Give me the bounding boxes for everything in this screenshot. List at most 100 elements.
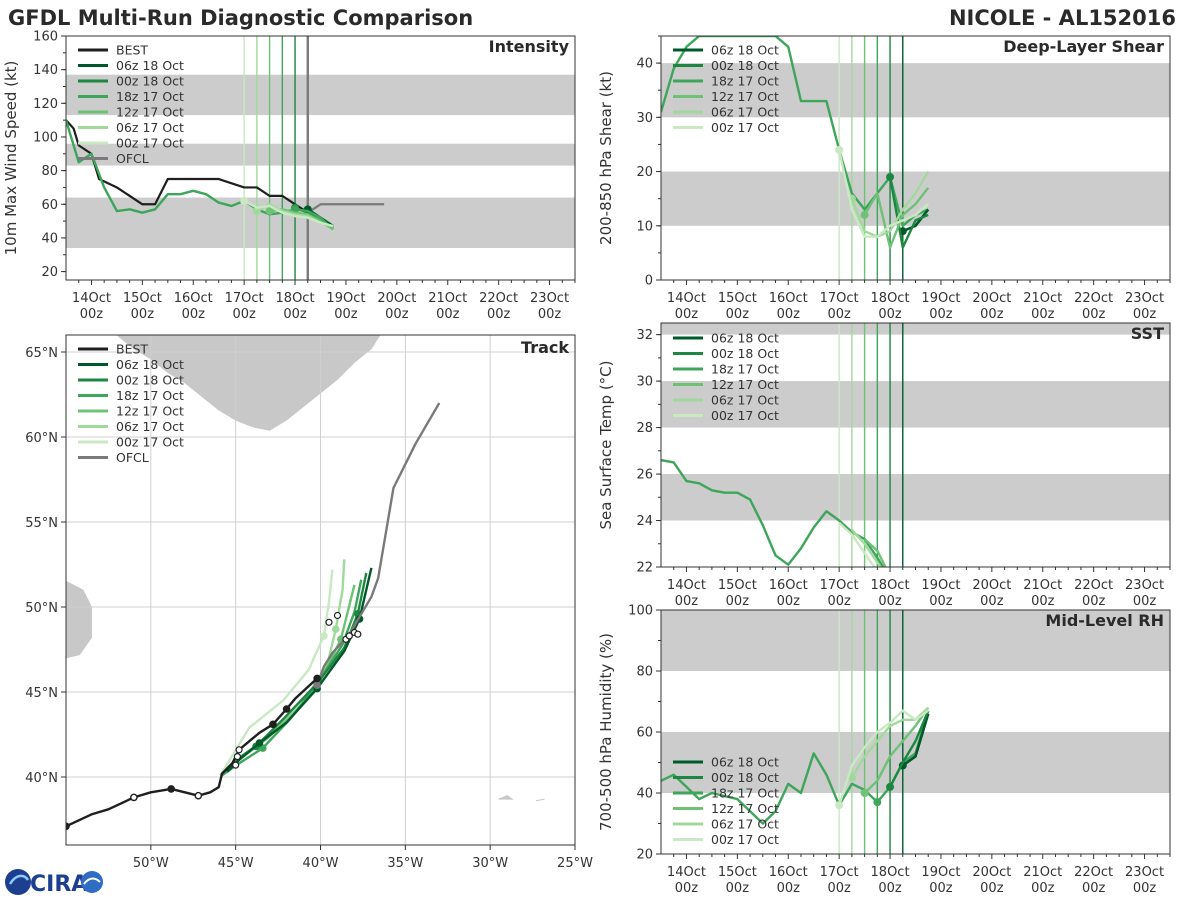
x-tick-label: 21Oct <box>428 291 467 306</box>
y-tick-label: 100 <box>628 604 653 619</box>
y-tick-label: 120 <box>33 97 58 112</box>
x-tick-label: 00z <box>827 881 851 896</box>
x-tick-label: 00z <box>777 881 801 896</box>
x-tick-label: 00z <box>1082 307 1106 322</box>
x-tick-label: 00z <box>777 594 801 609</box>
sst-plot-area <box>661 323 1170 567</box>
y-tick-label: 20 <box>636 848 653 863</box>
x-tick-label: 00z <box>1031 881 1055 896</box>
legend-label: 00z 17 Oct <box>711 120 779 135</box>
series-line <box>838 709 929 806</box>
y-axis-label: 200-850 hPa Shear (kt) <box>597 71 615 245</box>
panel-title: SST <box>1131 324 1164 343</box>
x-tick-label: 25°W <box>557 856 593 871</box>
legend-label: BEST <box>116 342 148 357</box>
x-tick-label: 19Oct <box>921 578 960 593</box>
x-tick-label: 00z <box>131 307 155 322</box>
shear-panel: 01020304014Oct00z15Oct00z16Oct00z17Oct00… <box>597 35 1171 322</box>
x-tick-label: 15Oct <box>718 291 757 306</box>
track-open-marker <box>232 761 240 769</box>
series-line <box>888 710 930 788</box>
x-tick-label: 00z <box>1082 594 1106 609</box>
x-tick-label: 22Oct <box>479 291 518 306</box>
x-tick-label: 00z <box>726 881 750 896</box>
x-tick-label: 14Oct <box>667 865 706 880</box>
track-panel: 50°W 45°W 40°W 35°W 30°W 25°W 40°N 45°N 50°N 55°N… <box>25 334 593 871</box>
x-tick-label: 00z <box>232 307 256 322</box>
legend-label: 06z 18 Oct <box>711 331 779 346</box>
track-marker <box>255 739 264 747</box>
x-tick-label: 21Oct <box>1023 291 1062 306</box>
series-line <box>863 538 887 567</box>
track-line <box>221 572 368 775</box>
y-tick-label: 140 <box>33 63 58 78</box>
x-tick-label: 22Oct <box>1074 578 1113 593</box>
legend-label: 12z 17 Oct <box>711 801 779 816</box>
shaded-band <box>661 171 1170 226</box>
series-line <box>902 713 930 767</box>
legend-label: 18z 17 Oct <box>711 362 779 377</box>
series-marker <box>886 782 895 791</box>
x-tick-label: 00z <box>675 307 699 322</box>
shaded-band <box>66 143 575 166</box>
x-tick-label: 00z <box>980 307 1004 322</box>
track-line <box>315 402 441 686</box>
x-tick-label: 15Oct <box>718 578 757 593</box>
x-tick-label: 14Oct <box>72 291 111 306</box>
x-tick-label: 00z <box>929 881 953 896</box>
x-tick-label: 00z <box>929 594 953 609</box>
legend-label: 18z 17 Oct <box>711 74 779 89</box>
track-open-marker <box>333 611 342 620</box>
legend-label: 06z 18 Oct <box>711 755 779 770</box>
x-tick-label: 21Oct <box>1023 865 1062 880</box>
y-axis-label: Sea Surface Temp (°C) <box>597 360 615 529</box>
track-open-marker <box>325 618 333 626</box>
legend-label: 12z 17 Oct <box>116 105 184 120</box>
x-tick-label: 15Oct <box>718 865 757 880</box>
legend-label: 00z 18 Oct <box>711 346 779 361</box>
y-tick-label: 160 <box>33 30 58 45</box>
y-tick-label: 28 <box>636 421 653 436</box>
series-marker <box>835 145 844 154</box>
x-tick-label: 00z <box>980 881 1004 896</box>
x-tick-label: 19Oct <box>921 865 960 880</box>
x-tick-label: 40°W <box>303 856 339 871</box>
y-tick-label: 20 <box>41 265 58 280</box>
x-tick-label: 00z <box>334 307 358 322</box>
shaded-band <box>661 381 1170 428</box>
x-tick-label: 00z <box>385 307 409 322</box>
y-tick-label: 100 <box>33 130 58 145</box>
panel-title: Mid-Level RH <box>1045 611 1164 630</box>
panel-title: Deep-Layer Shear <box>1003 37 1164 56</box>
series-line <box>307 203 385 214</box>
x-tick-label: 00z <box>538 307 562 322</box>
legend-label: 00z 18 Oct <box>711 58 779 73</box>
track-marker <box>66 822 70 831</box>
y-axis-label: 10m Max Wind Speed (kt) <box>2 61 20 256</box>
series-line <box>902 208 930 233</box>
panels: 2040608010012014016014Oct00z15Oct00z16Oc… <box>2 30 1171 896</box>
series-marker <box>240 196 249 205</box>
legend-label: 06z 18 Oct <box>711 43 779 58</box>
legend-label: 18z 17 Oct <box>116 89 184 104</box>
legend-label: 06z 18 Oct <box>116 357 184 372</box>
figure-title: GFDL Multi-Run Diagnostic Comparison <box>8 6 473 30</box>
x-tick-label: 00z <box>283 307 307 322</box>
legend-label: 00z 17 Oct <box>116 435 184 450</box>
legend-label: 00z 18 Oct <box>711 770 779 785</box>
y-tick-label: 40 <box>636 787 653 802</box>
sst-panel: 22242628303214Oct00z15Oct00z16Oct00z17Oc… <box>597 322 1171 609</box>
x-tick-label: 15Oct <box>123 291 162 306</box>
x-tick-label: 00z <box>436 307 460 322</box>
track-line <box>221 579 363 777</box>
intensity-plot-area <box>66 36 575 280</box>
track-marker <box>282 705 291 713</box>
series-line <box>661 458 885 567</box>
series-line <box>243 199 334 228</box>
y-tick-label: 80 <box>41 164 58 179</box>
legend-label: 06z 17 Oct <box>711 393 779 408</box>
y-tick-label: 40 <box>636 57 653 72</box>
series-line <box>850 529 882 567</box>
logo-text: CIRA <box>30 872 88 897</box>
x-tick-label: 20Oct <box>972 865 1011 880</box>
